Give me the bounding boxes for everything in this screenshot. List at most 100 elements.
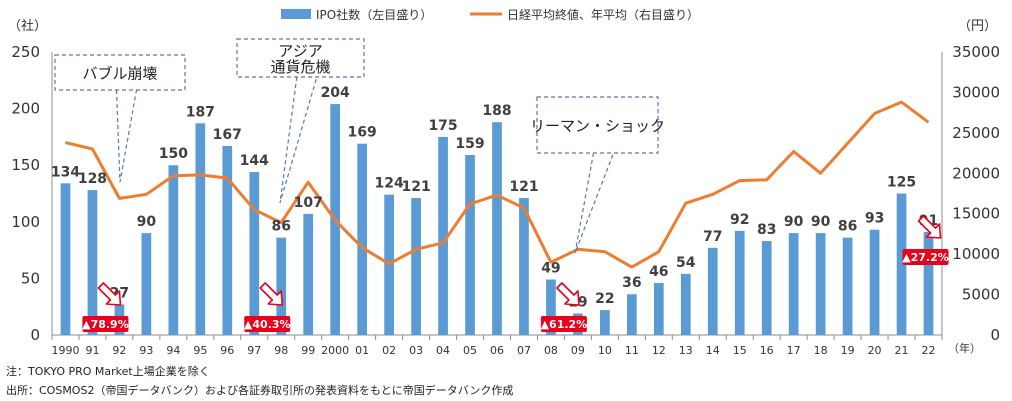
left-tick-label: 200 bbox=[11, 100, 40, 118]
bar bbox=[869, 229, 880, 335]
bar-value-label: 159 bbox=[455, 136, 484, 152]
bar bbox=[600, 310, 610, 335]
bar-value-label: 188 bbox=[482, 103, 511, 119]
bar-value-label: 77 bbox=[703, 229, 722, 245]
bar bbox=[141, 233, 152, 335]
callout-text: リーマン・ショック bbox=[530, 117, 665, 135]
x-tick-label: 1990 bbox=[51, 344, 79, 357]
bar bbox=[896, 193, 907, 335]
callout-pointer bbox=[279, 76, 318, 204]
bar bbox=[734, 230, 745, 335]
bar-value-label: 49 bbox=[541, 261, 560, 277]
bar-value-label: 54 bbox=[676, 255, 696, 271]
legend-bar-label: IPO社数（左目盛り） bbox=[316, 7, 432, 22]
bar-value-label: 90 bbox=[137, 214, 157, 230]
x-tick-label: 22 bbox=[922, 344, 936, 357]
change-badge-text: ▲78.9% bbox=[82, 318, 129, 331]
x-tick-label: 07 bbox=[517, 344, 531, 357]
x-tick-label: 94 bbox=[166, 344, 180, 357]
line-series bbox=[65, 100, 930, 269]
callout-text: バブル崩壊 bbox=[82, 65, 157, 83]
x-tick-label: 11 bbox=[625, 344, 639, 357]
bar bbox=[303, 213, 314, 335]
right-tick-label: 20000 bbox=[952, 164, 1000, 182]
bar-value-label: 125 bbox=[887, 175, 916, 191]
x-axis-unit: （年） bbox=[948, 341, 981, 355]
x-tick-label: 97 bbox=[247, 344, 261, 357]
right-tick-label: 15000 bbox=[952, 205, 1000, 223]
right-tick-label: 10000 bbox=[952, 245, 1000, 263]
left-tick-label: 100 bbox=[11, 213, 40, 231]
x-tick-label: 13 bbox=[679, 344, 693, 357]
callout-box bbox=[536, 96, 659, 154]
source-note: 出所：COSMOS2（帝国データバンク）および各証券取引所の発表資料をもとに帝国… bbox=[6, 384, 514, 397]
callout-box bbox=[54, 54, 186, 91]
bar bbox=[411, 198, 421, 335]
x-tick-label: 01 bbox=[355, 344, 369, 357]
bar bbox=[465, 155, 475, 335]
left-tick-label: 0 bbox=[30, 326, 40, 344]
x-tick-label: 91 bbox=[85, 344, 99, 357]
change-badge bbox=[82, 316, 129, 332]
x-tick-label: 19 bbox=[841, 344, 855, 357]
bar-value-label: 175 bbox=[428, 118, 457, 134]
callout-box bbox=[236, 38, 365, 78]
bar-value-label: 144 bbox=[240, 153, 269, 169]
bar bbox=[653, 282, 664, 335]
bar bbox=[249, 171, 260, 335]
bar-value-label: 86 bbox=[272, 219, 291, 235]
bar bbox=[761, 241, 772, 335]
callout-text: アジア bbox=[278, 42, 322, 60]
bar bbox=[60, 183, 71, 335]
left-tick-label: 50 bbox=[21, 269, 40, 287]
x-tick-label: 98 bbox=[274, 344, 288, 357]
x-tick-label: 14 bbox=[706, 344, 720, 357]
legend-line-label: 日経平均終値、年平均（右目盛り） bbox=[507, 7, 699, 22]
bar-value-label: 204 bbox=[321, 85, 350, 101]
callout-pointer bbox=[574, 152, 615, 254]
bar-value-label: 134 bbox=[51, 164, 80, 180]
left-tick-label: 150 bbox=[11, 156, 40, 174]
bar-value-label: 90 bbox=[811, 214, 831, 230]
left-tick-label: 250 bbox=[11, 43, 40, 61]
bar bbox=[842, 237, 853, 335]
bar bbox=[788, 233, 799, 335]
x-tick-label: 20 bbox=[868, 344, 882, 357]
bar bbox=[276, 237, 287, 335]
right-tick-label: 35000 bbox=[952, 43, 1000, 61]
change-badge-text: ▲61.2% bbox=[541, 318, 588, 331]
bar-value-label: 121 bbox=[401, 179, 430, 195]
down-arrow-icon bbox=[917, 215, 942, 239]
x-tick-label: 92 bbox=[112, 344, 126, 357]
bar bbox=[195, 123, 206, 335]
bar-value-label: 83 bbox=[757, 222, 776, 238]
bar bbox=[707, 247, 718, 335]
x-tick-label: 96 bbox=[220, 344, 234, 357]
change-badge bbox=[902, 249, 949, 265]
bar bbox=[168, 165, 179, 335]
x-tick-label: 21 bbox=[895, 344, 909, 357]
bar bbox=[519, 198, 529, 335]
x-tick-label: 02 bbox=[382, 344, 396, 357]
bar bbox=[546, 279, 556, 335]
bar bbox=[492, 122, 502, 336]
bar-value-label: 46 bbox=[649, 264, 668, 280]
bar bbox=[357, 143, 368, 335]
x-tick-label: 18 bbox=[814, 344, 828, 357]
bar-value-label: 187 bbox=[186, 104, 215, 120]
footnote: 注：TOKYO PRO Market上場企業を除く bbox=[6, 365, 210, 378]
bar-value-label: 128 bbox=[78, 171, 107, 187]
x-tick-label: 04 bbox=[436, 344, 450, 357]
bar-value-label: 124 bbox=[375, 176, 404, 192]
x-tick-label: 99 bbox=[301, 344, 315, 357]
down-arrow-icon bbox=[556, 282, 580, 306]
bar-value-label: 86 bbox=[838, 219, 857, 235]
change-badge bbox=[540, 316, 587, 332]
bar-value-label: 36 bbox=[622, 275, 641, 291]
bar-value-label: 22 bbox=[595, 291, 614, 307]
right-axis-unit: （円） bbox=[958, 19, 997, 34]
ipo-nikkei-chart: 050100150200250（社）0500010000150002000025… bbox=[8, 7, 1000, 357]
x-tick-label: 15 bbox=[733, 344, 747, 357]
bar bbox=[626, 294, 637, 335]
